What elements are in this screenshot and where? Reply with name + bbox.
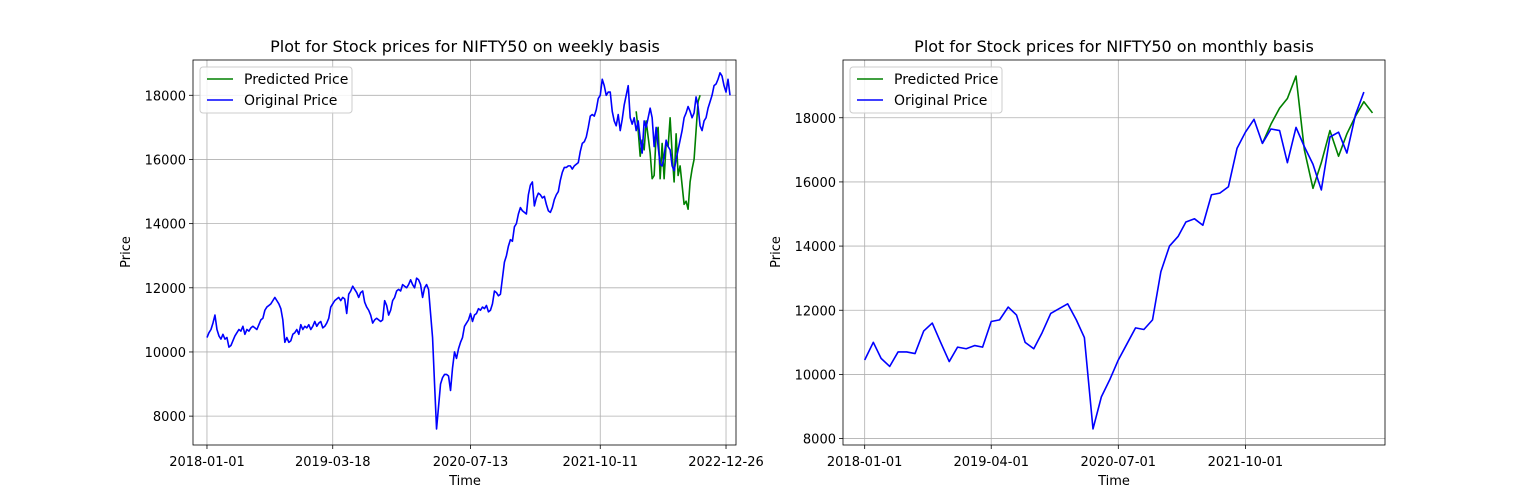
weekly-price-chart: Plot for Stock prices for NIFTY50 on wee… — [119, 37, 764, 489]
monthly-series — [863, 75, 1374, 430]
monthly-plot-frame — [842, 59, 1386, 446]
weekly-x-tick-label: 2022-12-26 — [688, 455, 764, 470]
weekly-grid — [193, 60, 736, 445]
monthly-x-tick-label: 2018-01-01 — [827, 455, 903, 470]
monthly-x-axis-label: Time — [1097, 474, 1130, 489]
weekly-x-tick-label: 2020-07-13 — [433, 455, 509, 470]
monthly-y-tick-label: 8000 — [803, 433, 836, 448]
weekly-x-axis-label: Time — [448, 474, 481, 489]
monthly-y-axis-label: Price — [769, 236, 784, 268]
weekly-y-tick-label: 10000 — [145, 346, 186, 361]
monthly-price-chart: Plot for Stock prices for NIFTY50 on mon… — [769, 37, 1386, 489]
monthly-y-tick-label: 18000 — [795, 112, 836, 127]
weekly-legend-label-predicted-price: Predicted Price — [244, 72, 348, 88]
monthly-x-axis: 2018-01-01 2019-04-01 2020-07-01 2021-10-01 — [827, 445, 1283, 470]
weekly-y-tick-label: 16000 — [145, 153, 186, 168]
weekly-x-tick-label: 2021-10-11 — [562, 455, 638, 470]
weekly-x-tick-label: 2019-03-18 — [295, 455, 371, 470]
weekly-y-tick-label: 8000 — [153, 410, 186, 425]
monthly-predicted-price-line — [1261, 75, 1374, 190]
monthly-x-tick-label: 2019-04-01 — [953, 455, 1029, 470]
weekly-y-tick-label: 14000 — [145, 218, 186, 233]
monthly-legend-label-original-price: Original Price — [894, 93, 987, 109]
monthly-y-axis: 8000 10000 12000 14000 16000 18000 — [795, 112, 843, 448]
weekly-legend: Predicted Price Original Price — [199, 66, 353, 114]
monthly-grid — [843, 60, 1385, 445]
weekly-x-axis: 2018-01-01 2019-03-18 2020-07-13 2021-10-11… — [169, 445, 764, 470]
weekly-plot-frame — [192, 59, 737, 446]
weekly-y-axis-label: Price — [119, 236, 134, 268]
monthly-y-tick-label: 10000 — [795, 368, 836, 383]
monthly-legend-box — [849, 66, 1003, 114]
monthly-x-tick-label: 2020-07-01 — [1081, 455, 1157, 470]
monthly-chart-title: Plot for Stock prices for NIFTY50 on mon… — [914, 37, 1314, 56]
monthly-y-tick-label: 14000 — [795, 240, 836, 255]
weekly-original-price-line — [206, 72, 731, 430]
weekly-y-tick-label: 12000 — [145, 282, 186, 297]
monthly-y-tick-label: 12000 — [795, 304, 836, 319]
weekly-series — [206, 72, 731, 430]
weekly-y-tick-label: 18000 — [145, 89, 186, 104]
monthly-legend: Predicted Price Original Price — [849, 66, 1003, 114]
weekly-y-axis: 8000 10000 12000 14000 16000 18000 — [145, 89, 193, 425]
monthly-x-tick-label: 2021-10-01 — [1208, 455, 1284, 470]
weekly-legend-label-original-price: Original Price — [244, 93, 337, 109]
weekly-legend-box — [199, 66, 353, 114]
weekly-chart-title: Plot for Stock prices for NIFTY50 on wee… — [270, 37, 660, 56]
weekly-x-tick-label: 2018-01-01 — [169, 455, 245, 470]
monthly-original-price-line — [863, 91, 1365, 430]
monthly-y-tick-label: 16000 — [795, 176, 836, 191]
monthly-legend-label-predicted-price: Predicted Price — [894, 72, 998, 88]
